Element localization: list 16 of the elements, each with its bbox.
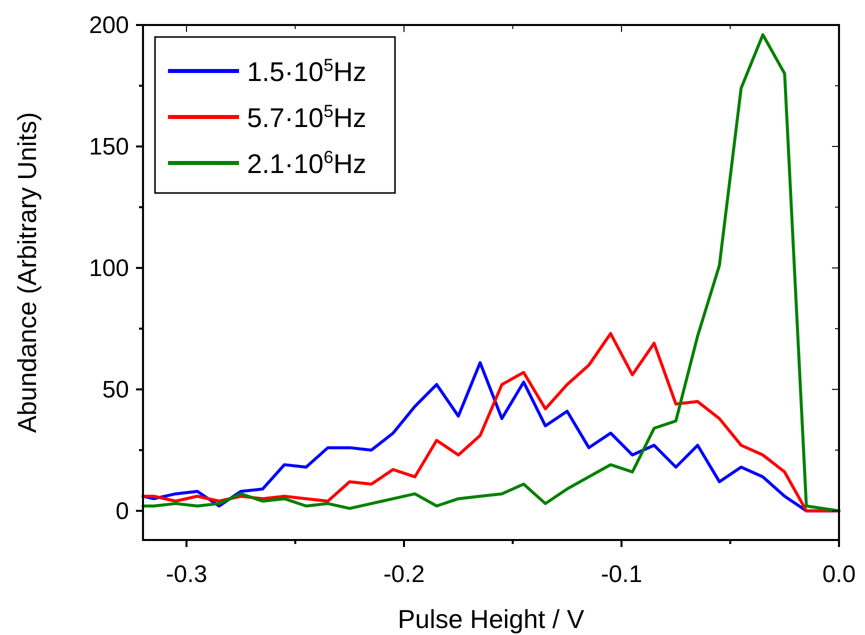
line-series bbox=[142, 332, 840, 512]
x-tick-label: 0.0 bbox=[822, 561, 856, 588]
x-tick-label: -0.3 bbox=[166, 561, 208, 588]
x-axis-title: Pulse Height / V bbox=[398, 604, 585, 634]
y-tick-label: 150 bbox=[88, 133, 129, 160]
y-tick-label: 200 bbox=[88, 12, 129, 39]
legend-label: 1.5·10$^{5}$Hz bbox=[247, 55, 366, 87]
line-series bbox=[142, 33, 840, 512]
y-tick-label: 0 bbox=[116, 498, 129, 525]
y-axis-title: Abundance (Arbitrary Units) bbox=[12, 112, 42, 433]
y-tick-label: 100 bbox=[88, 254, 129, 282]
y-tick-label: 50 bbox=[102, 376, 129, 404]
x-tick-label: -0.1 bbox=[600, 561, 642, 588]
legend-label: 2.1·10$^{6}$Hz bbox=[247, 147, 366, 179]
legend-label: 5.7·10$^{5}$Hz bbox=[247, 101, 366, 133]
x-tick-label: -0.2 bbox=[383, 561, 425, 588]
